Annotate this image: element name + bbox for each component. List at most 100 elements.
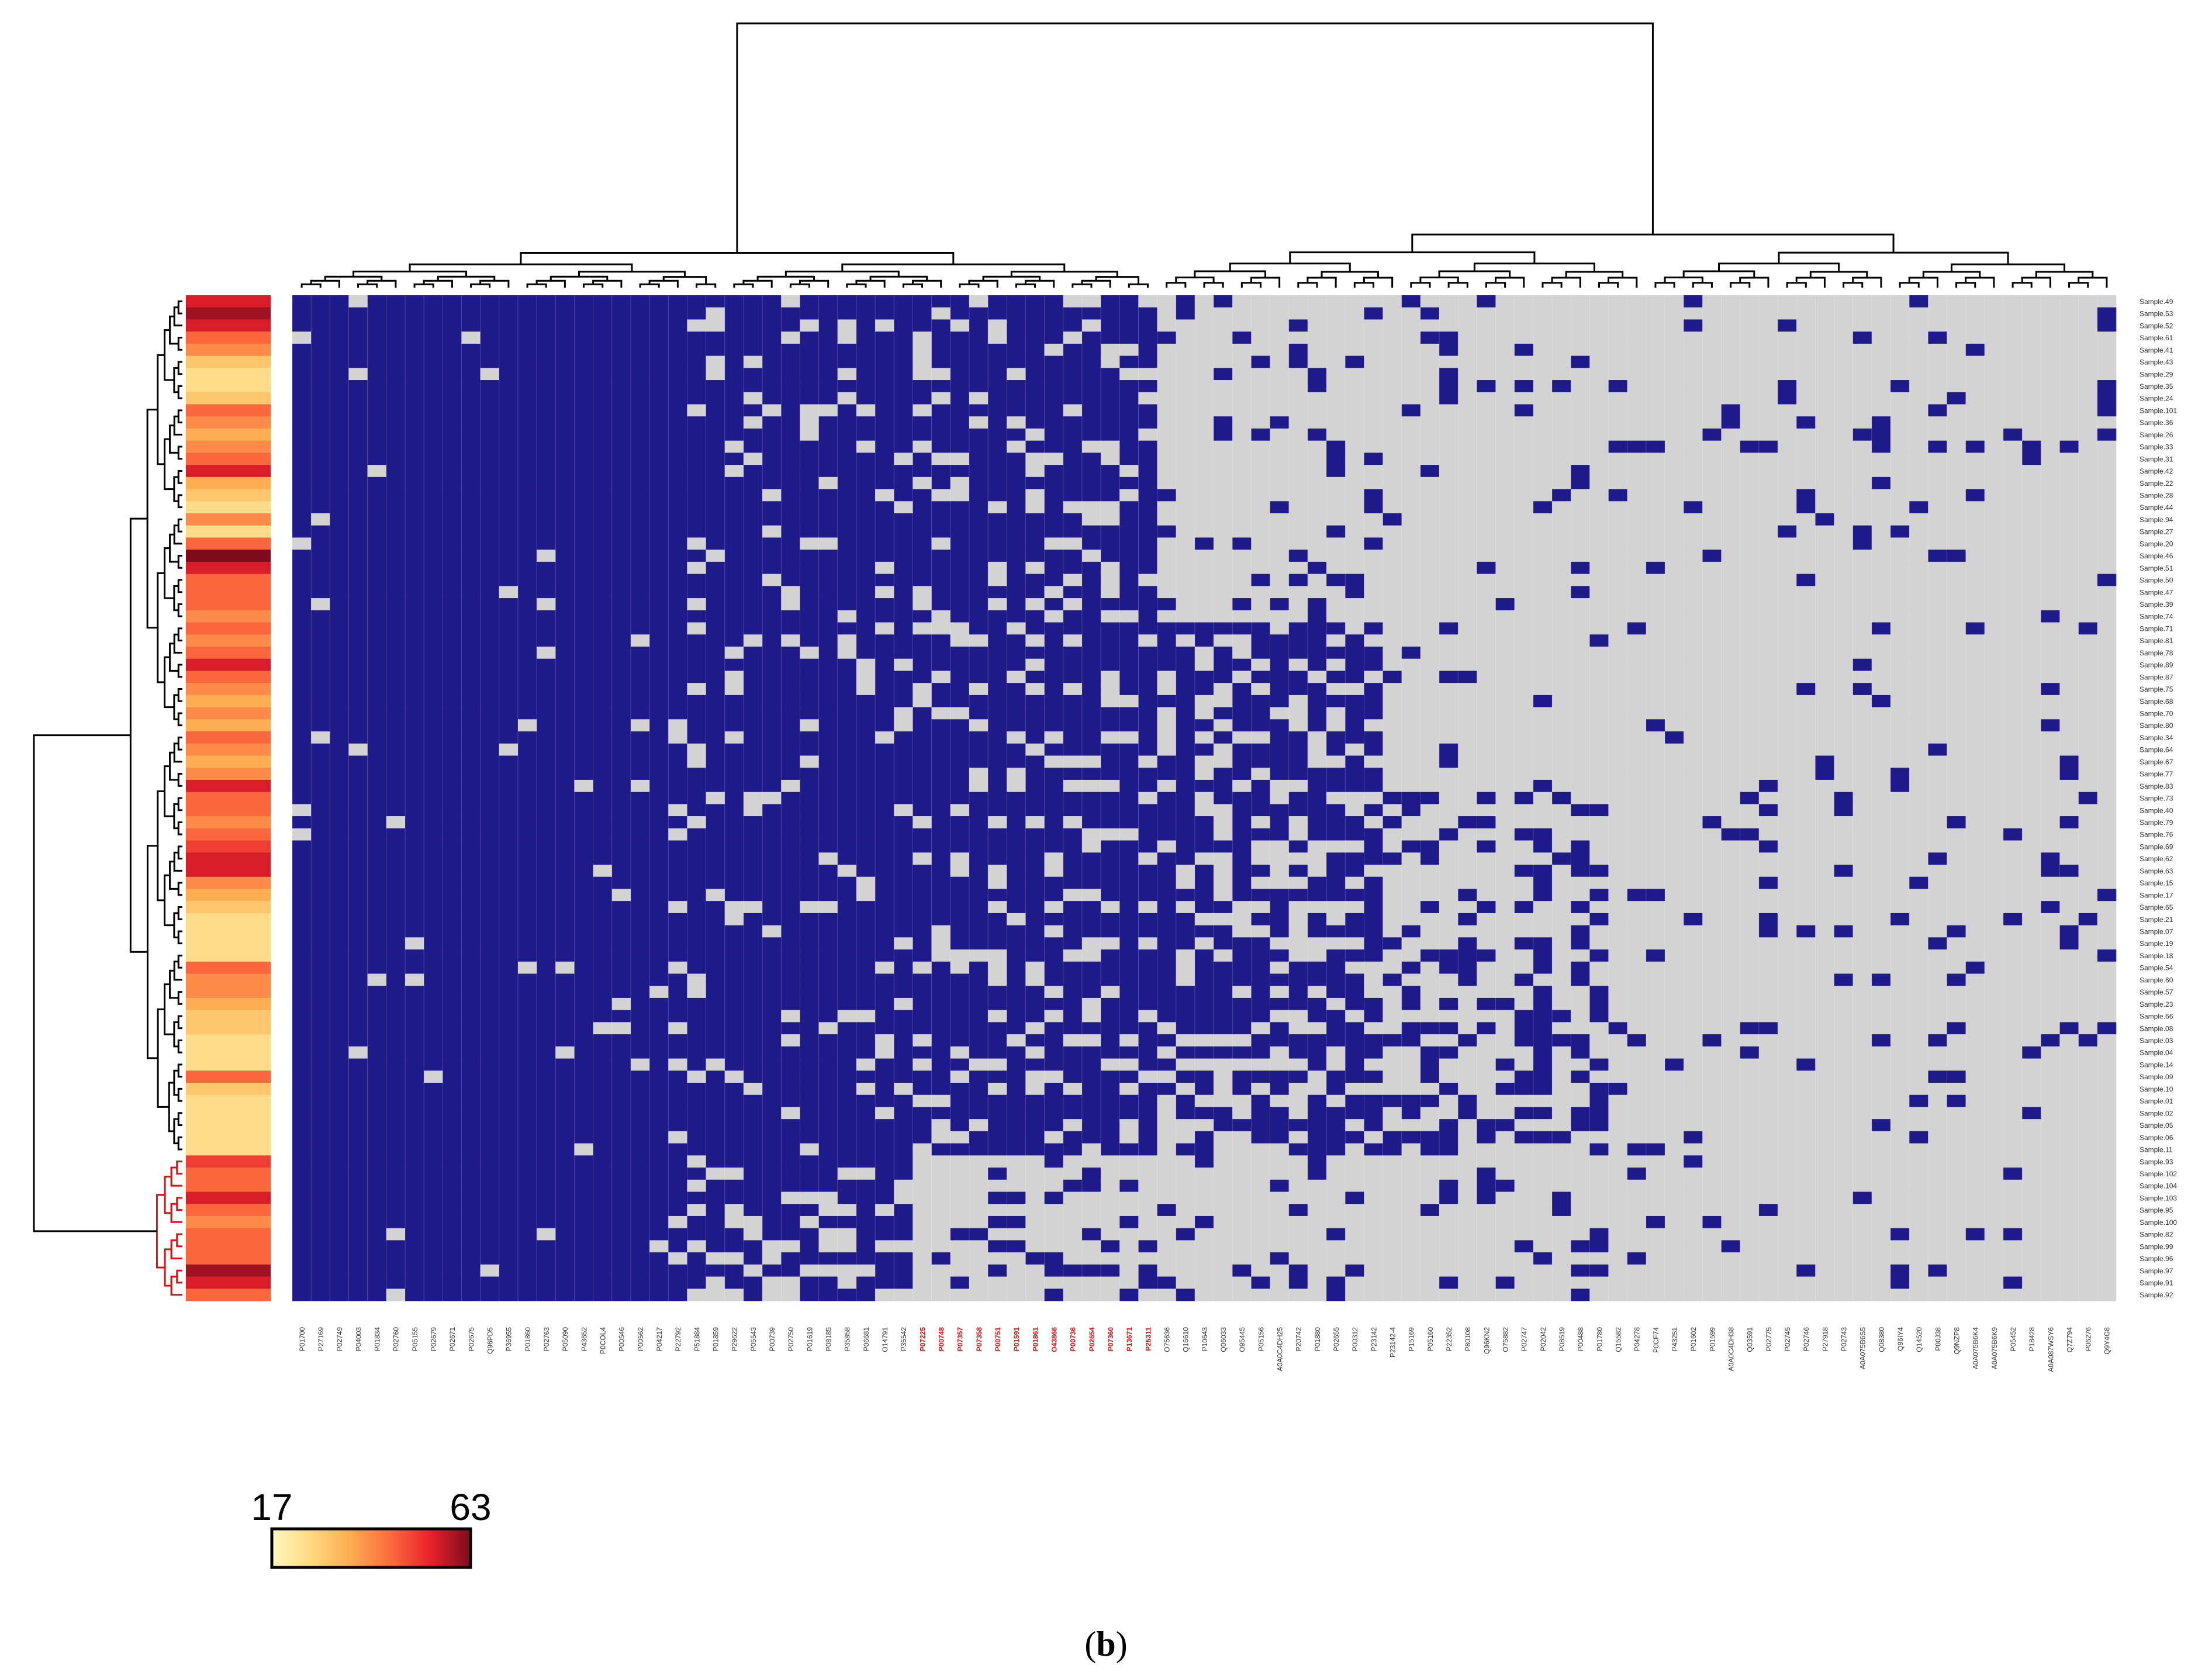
heatmap-cell (1758, 719, 1778, 732)
heatmap-cell (1477, 561, 1496, 575)
heatmap-cell (1044, 561, 1064, 575)
heatmap-cell (1834, 537, 1854, 550)
heatmap-cell (1965, 453, 1985, 465)
heatmap-cell (386, 671, 406, 683)
heatmap-cell (1740, 586, 1760, 599)
heatmap-cell (1796, 465, 1816, 478)
heatmap-cell (1627, 683, 1647, 696)
heatmap-cell (537, 319, 556, 332)
heatmap-cell (1834, 852, 1854, 865)
heatmap-cell (1740, 840, 1760, 853)
heatmap-cell (386, 513, 406, 526)
heatmap-cell (386, 586, 406, 599)
heatmap-cell (330, 428, 349, 441)
heatmap-cell (649, 307, 669, 320)
heatmap-cell (1401, 428, 1421, 441)
heatmap-cell (1815, 634, 1834, 647)
annotation-cell (186, 622, 271, 635)
heatmap-cell (443, 343, 462, 357)
heatmap-cell (913, 864, 932, 878)
heatmap-cell (1420, 501, 1440, 514)
heatmap-cell (1646, 476, 1665, 489)
heatmap-cell (818, 658, 838, 671)
heatmap-cell (1778, 816, 1797, 829)
heatmap-cell (461, 513, 481, 526)
heatmap-cell (649, 610, 669, 623)
heatmap-cell (1721, 779, 1741, 793)
heatmap-cell (461, 658, 481, 671)
heatmap-cell (1965, 501, 1985, 514)
heatmap-cell (611, 513, 631, 526)
heatmap-cell (499, 755, 519, 768)
heatmap-cell (1852, 513, 1872, 526)
heatmap-cell (1495, 731, 1515, 744)
heatmap-cell (1288, 489, 1308, 502)
heatmap-cell (1796, 489, 1816, 502)
heatmap-cell (367, 768, 387, 780)
heatmap-cell (1251, 610, 1270, 623)
heatmap-cell (1834, 550, 1854, 562)
heatmap-cell (1665, 598, 1684, 611)
heatmap-cell (2022, 355, 2041, 368)
heatmap-cell (443, 537, 462, 550)
heatmap-cell (1702, 368, 1722, 381)
heatmap-cell (1194, 392, 1214, 405)
heatmap-cell (1345, 731, 1364, 744)
heatmap-cell (517, 453, 537, 465)
heatmap-cell (330, 755, 349, 768)
heatmap-cell (1270, 440, 1290, 453)
heatmap-cell (480, 671, 500, 683)
heatmap-cell (837, 319, 857, 332)
heatmap-cell (1514, 816, 1534, 829)
heatmap-cell (1288, 634, 1308, 647)
heatmap-cell (1740, 428, 1760, 441)
heatmap-cell (1627, 295, 1647, 308)
heatmap-cell (1684, 876, 1703, 889)
heatmap-cell (517, 513, 537, 526)
heatmap-cell (1364, 368, 1383, 381)
heatmap-cell (1326, 852, 1346, 865)
heatmap-cell (2059, 658, 2079, 671)
heatmap-cell (1326, 404, 1346, 417)
heatmap-cell (348, 440, 368, 453)
heatmap-cell (1684, 319, 1703, 332)
heatmap-cell (1965, 295, 1985, 308)
heatmap-cell (292, 331, 312, 344)
heatmap-cell (630, 634, 650, 647)
heatmap-cell (762, 610, 782, 623)
heatmap-cell (2041, 574, 2060, 586)
heatmap-cell (649, 343, 669, 357)
heatmap-cell (593, 525, 613, 538)
heatmap-cell (913, 792, 932, 804)
heatmap-cell (311, 707, 330, 720)
heatmap-cell (1101, 537, 1120, 550)
heatmap-cell (1965, 828, 1985, 841)
heatmap-cell (1063, 598, 1083, 611)
heatmap-cell (1081, 586, 1101, 599)
heatmap-cell (386, 719, 406, 732)
dendrogram-branch (164, 983, 174, 1035)
heatmap-cell (1401, 707, 1421, 720)
heatmap-cell (630, 610, 650, 623)
heatmap-cell (1684, 743, 1703, 756)
heatmap-cell (1176, 779, 1195, 793)
heatmap-cell (1307, 743, 1327, 756)
heatmap-cell (1025, 731, 1045, 744)
heatmap-cell (1251, 768, 1270, 780)
heatmap-cell (461, 634, 481, 647)
heatmap-cell (988, 586, 1007, 599)
heatmap-cell (593, 707, 613, 720)
heatmap-cell (762, 537, 782, 550)
heatmap-cell (781, 355, 800, 368)
heatmap-cell (1119, 828, 1139, 841)
heatmap-cell (1646, 440, 1665, 453)
heatmap-cell (1608, 368, 1628, 381)
heatmap-cell (1608, 416, 1628, 429)
heatmap-cell (1552, 440, 1571, 453)
heatmap-cell (1552, 537, 1571, 550)
heatmap-cell (800, 295, 820, 308)
heatmap-cell (1984, 319, 2004, 332)
heatmap-cell (1458, 476, 1477, 489)
heatmap-cell (517, 840, 537, 853)
heatmap-cell (2059, 513, 2079, 526)
